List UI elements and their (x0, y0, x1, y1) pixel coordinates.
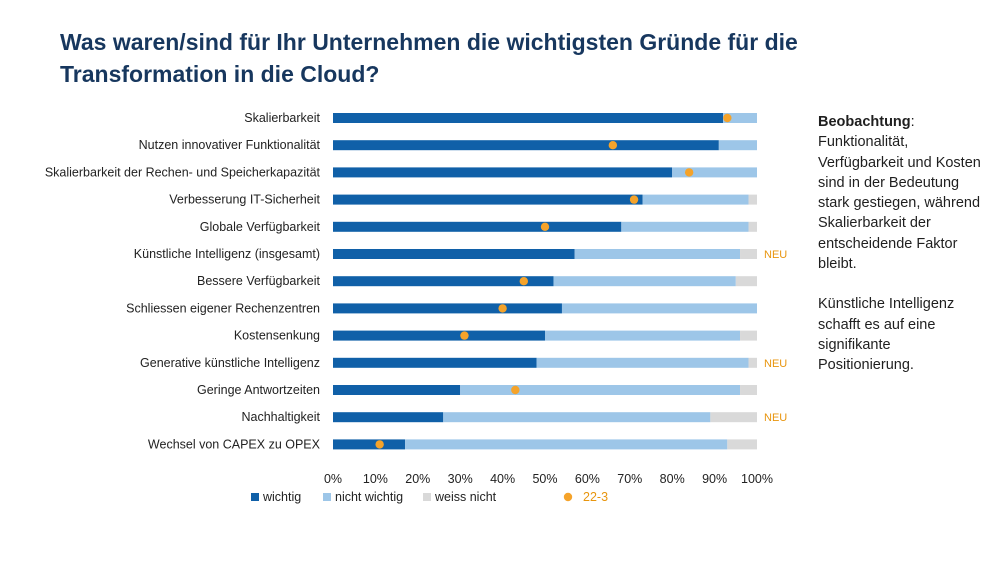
bar-segment-weiss-nicht (748, 221, 757, 232)
bar-segment-wichtig (333, 412, 444, 423)
legend-layer: wichtig nicht wichtig weiss nicht 22-3 (251, 490, 608, 504)
marker-22-3 (519, 277, 528, 286)
category-label: Globale Verfügbarkeit (200, 220, 321, 234)
observation-box: Beobachtung: Funktionalität, Verfügbarkei… (818, 112, 983, 396)
x-tick-label: 40% (490, 472, 515, 486)
bar-segment-wichtig (333, 113, 724, 123)
bar-segment-weiss-nicht (748, 194, 757, 205)
x-tick-label: 0% (324, 472, 342, 486)
x-tick-label: 70% (617, 472, 642, 486)
bar-segment-nicht-wichtig (621, 221, 749, 232)
legend-marker (563, 492, 573, 502)
observation-paragraph-2: Künstliche Intelligenz schafft es auf ei… (818, 296, 955, 374)
marker-22-3 (375, 440, 384, 449)
category-label: Nutzen innovativer Funktionalität (139, 138, 321, 152)
category-label: Bessere Verfügbarkeit (197, 274, 321, 288)
neu-label: NEU (764, 358, 787, 370)
bar-segment-nicht-wichtig (642, 194, 749, 205)
marker-22-3 (511, 385, 520, 395)
bar-segment-weiss-nicht (735, 276, 757, 287)
bar-segment-nicht-wichtig (536, 357, 749, 368)
marker-22-3 (723, 113, 732, 123)
bar-segment-wichtig (333, 330, 545, 341)
bar-segment-wichtig (333, 249, 575, 259)
bar-segment-nicht-wichtig (460, 385, 741, 395)
bar-segment-nicht-wichtig (443, 412, 711, 423)
bar-segment-wichtig (333, 167, 673, 178)
bar-segment-nicht-wichtig (718, 140, 757, 151)
bar-segment-weiss-nicht (748, 357, 757, 368)
legend-label: 22-3 (583, 490, 608, 504)
neu-label: NEU (764, 249, 787, 261)
bar-segment-nicht-wichtig (405, 439, 728, 450)
bar-segment-wichtig (333, 385, 461, 395)
legend-label: nicht wichtig (335, 490, 403, 504)
category-label: Generative künstliche Intelligenz (140, 356, 320, 370)
bar-segment-wichtig (333, 140, 719, 151)
legend-swatch (323, 493, 331, 501)
category-label: Schliessen eigener Rechenzentren (126, 301, 320, 315)
x-tick-label: 30% (448, 472, 473, 486)
bar-segment-weiss-nicht (740, 385, 757, 395)
legend-swatch (251, 493, 259, 501)
observation-paragraph-1: Beobachtung: Funktionalität, Verfügbarkei… (818, 112, 983, 274)
legend-label: weiss nicht (434, 490, 497, 504)
marker-22-3 (498, 304, 507, 313)
bar-segment-wichtig (333, 194, 643, 205)
category-label: Verbesserung IT-Sicherheit (169, 193, 320, 207)
legend-label: wichtig (262, 490, 301, 504)
x-tick-label: 90% (702, 472, 727, 486)
marker-22-3 (460, 331, 469, 340)
marker-22-3 (629, 195, 639, 204)
markers-layer (375, 113, 732, 449)
category-label: Skalierbarkeit (244, 111, 320, 125)
x-tick-label: 20% (405, 472, 430, 486)
marker-22-3 (608, 141, 618, 150)
bar-segment-weiss-nicht (740, 249, 757, 259)
bar-segment-weiss-nicht (710, 412, 757, 423)
bar-segment-nicht-wichtig (561, 303, 757, 314)
category-label: Kostensenkung (234, 329, 320, 343)
bar-segment-nicht-wichtig (545, 330, 741, 341)
neu-label: NEU (764, 412, 787, 424)
bar-segment-nicht-wichtig (723, 113, 757, 123)
observation-text-1: Funktionalität, Verfügbarkeit und Kosten… (818, 134, 981, 273)
category-label: Geringe Antwortzeiten (197, 383, 320, 397)
x-tick-label: 50% (532, 472, 557, 486)
marker-22-3 (684, 168, 694, 177)
bar-segment-nicht-wichtig (553, 276, 736, 287)
marker-22-3 (540, 222, 550, 231)
x-tick-labels-layer: 0% 10% 20% 30% 40% 50% 60% 70% 80% 90% 100% (324, 472, 773, 486)
category-label: Skalierbarkeit der Rechen- und Speicherk… (45, 165, 321, 179)
bars-layer (333, 113, 757, 450)
bar-segment-weiss-nicht (740, 330, 757, 341)
bar-segment-wichtig (333, 276, 554, 287)
bar-segment-wichtig (333, 357, 537, 368)
bar-segment-weiss-nicht (727, 439, 757, 450)
bar-segment-wichtig (333, 221, 622, 232)
bar-segment-nicht-wichtig (672, 167, 757, 178)
x-tick-label: 100% (741, 472, 773, 486)
category-label: Künstliche Intelligenz (insgesamt) (134, 247, 320, 261)
page-title: Was waren/sind für Ihr Unternehmen die w… (60, 29, 798, 87)
observation-heading-colon: : (910, 114, 915, 130)
bar-segment-wichtig (333, 303, 562, 314)
category-label: Wechsel von CAPEX zu OPEX (148, 437, 321, 451)
x-tick-label: 80% (660, 472, 685, 486)
category-label: Nachhaltigkeit (241, 410, 320, 424)
observation-heading: Beobachtung (818, 114, 911, 130)
bar-segment-wichtig (333, 439, 406, 450)
x-tick-label: 10% (363, 472, 388, 486)
legend-swatch (423, 493, 431, 501)
bar-segment-nicht-wichtig (574, 249, 741, 259)
x-tick-label: 60% (575, 472, 600, 486)
category-labels-layer: Skalierbarkeit Nutzen innovativer Funktio… (45, 111, 787, 451)
